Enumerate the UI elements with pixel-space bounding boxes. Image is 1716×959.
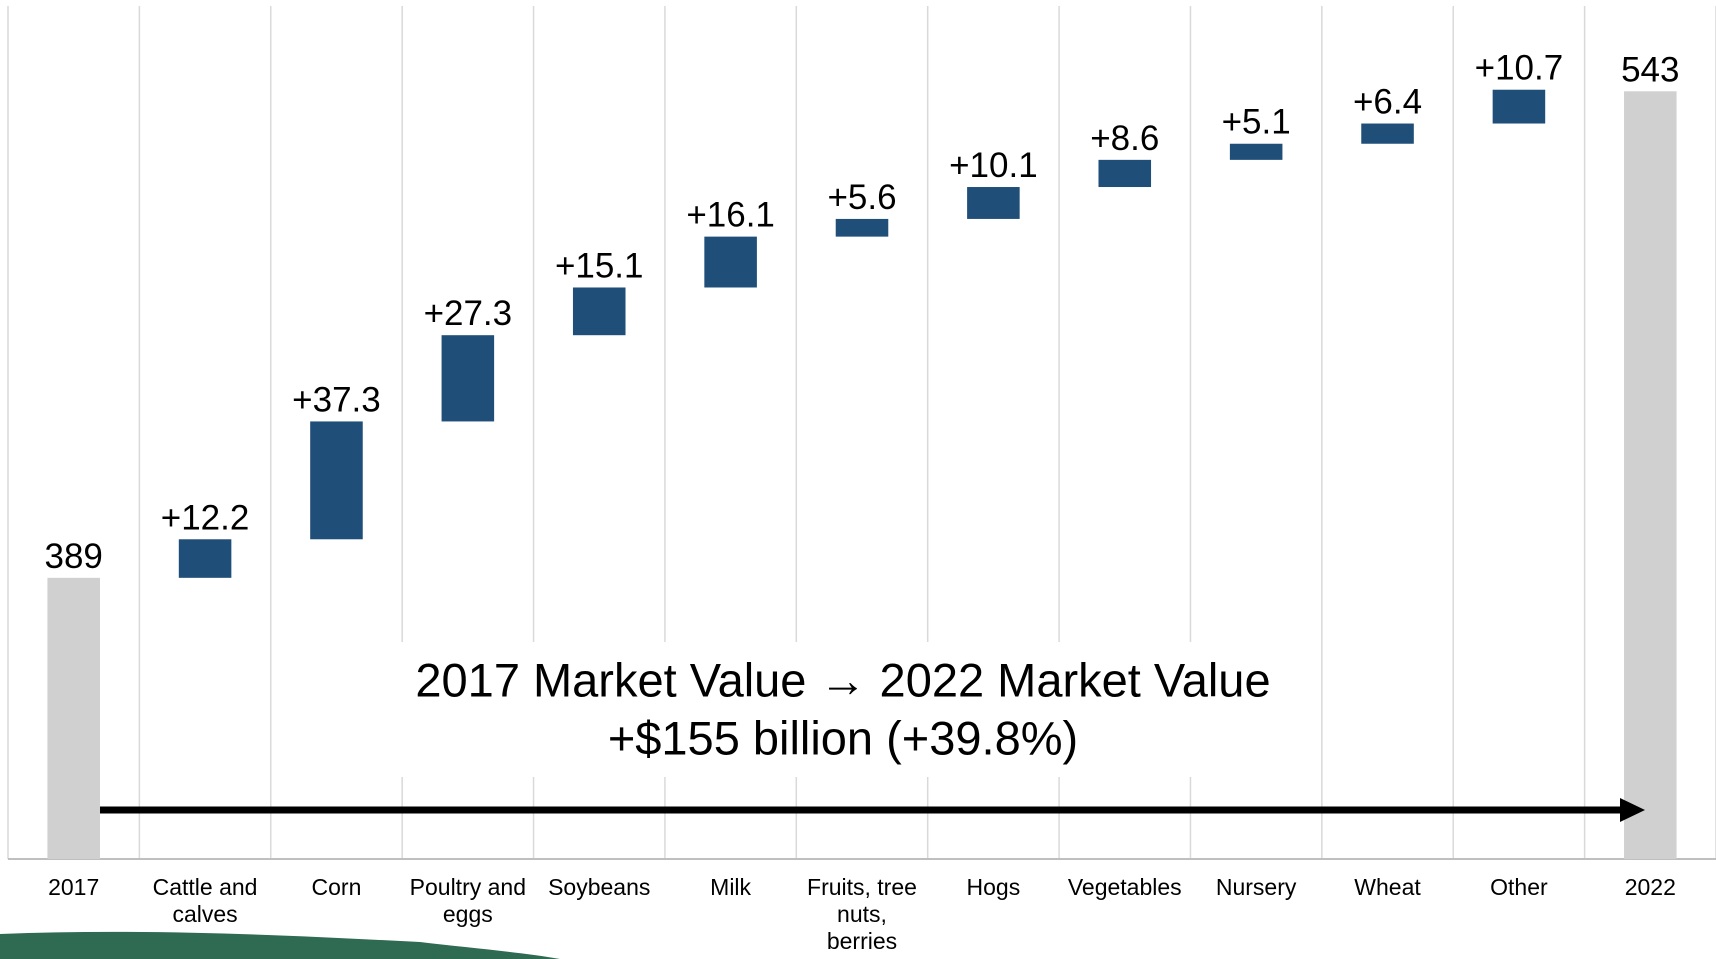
- x-tick-label: 2017: [48, 874, 100, 900]
- annotation-background: [395, 642, 1290, 777]
- bar: [967, 187, 1020, 219]
- x-tick-label: Wheat: [1354, 874, 1421, 900]
- x-tick-label: Corn: [311, 874, 362, 900]
- bar: [1229, 143, 1283, 160]
- x-tick-label: Fruits, tree nuts, berries: [807, 874, 917, 954]
- bar: [1361, 123, 1414, 144]
- bar: [178, 539, 232, 578]
- value-label: +5.1: [1222, 103, 1291, 142]
- decoration: [0, 931, 560, 959]
- value-label: 389: [44, 537, 102, 576]
- value-label: 543: [1621, 50, 1679, 89]
- bar: [835, 218, 889, 237]
- x-tick-label: Milk: [710, 874, 752, 900]
- bar: [441, 335, 495, 422]
- value-label: +12.2: [161, 498, 250, 537]
- value-label: +37.3: [292, 380, 381, 419]
- total-bar: [1624, 91, 1677, 860]
- arrow-head: [1620, 798, 1645, 822]
- annotation: +$155 billion (+39.8%): [608, 711, 1078, 764]
- bar: [1098, 159, 1152, 188]
- x-tick-label: Nursery: [1215, 874, 1297, 900]
- bar: [1492, 89, 1546, 124]
- value-label: +10.7: [1475, 49, 1564, 88]
- value-label: +15.1: [555, 246, 644, 285]
- x-tick-label: Vegetables: [1067, 874, 1182, 900]
- x-tick-label: Soybeans: [548, 874, 651, 900]
- value-label: +6.4: [1353, 83, 1422, 122]
- value-label: +10.1: [949, 146, 1038, 185]
- x-tick-label: Cattle and calves: [152, 874, 258, 927]
- bar: [310, 421, 363, 540]
- x-tick-label: Hogs: [966, 874, 1021, 900]
- value-label: +8.6: [1090, 119, 1159, 158]
- bar: [704, 236, 757, 288]
- x-tick-label: Poultry and eggs: [409, 874, 526, 927]
- value-label: +16.1: [686, 196, 775, 235]
- value-label: +5.6: [827, 178, 896, 217]
- bar: [572, 287, 626, 336]
- x-tick-label: Other: [1490, 874, 1548, 900]
- x-tick-label: 2022: [1624, 874, 1676, 900]
- annotation: 2017 Market Value → 2022 Market Value: [415, 653, 1270, 706]
- value-label: +27.3: [424, 294, 513, 333]
- total-bar: [47, 577, 100, 859]
